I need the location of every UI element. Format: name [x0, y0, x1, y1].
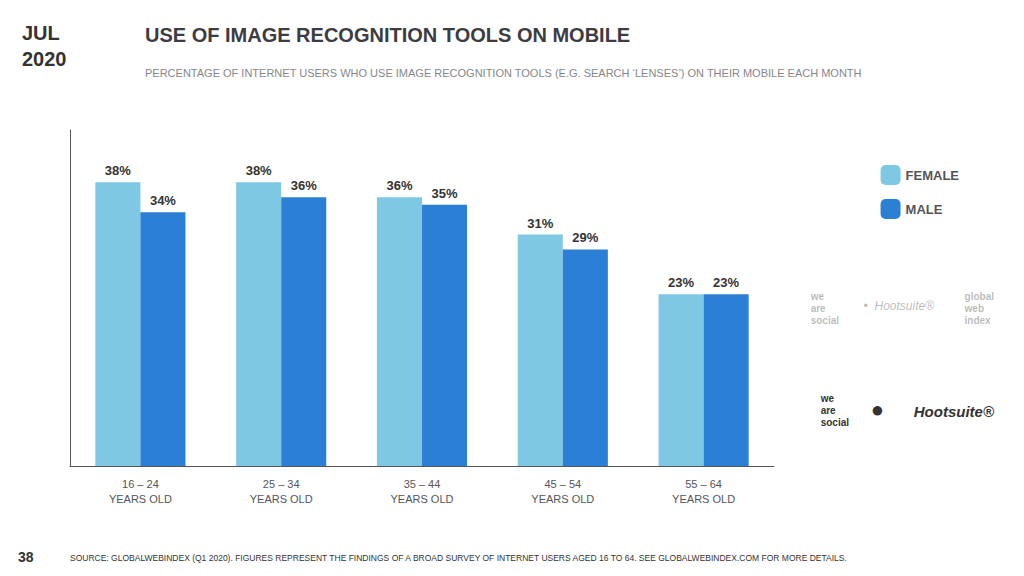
- svg-text:55 – 64: 55 – 64: [685, 478, 722, 490]
- svg-text:45 – 54: 45 – 54: [544, 478, 581, 490]
- svg-text:38%: 38%: [105, 163, 131, 178]
- svg-text:we: we: [810, 291, 825, 302]
- svg-text:38: 38: [18, 549, 34, 565]
- svg-text:YEARS OLD: YEARS OLD: [672, 493, 735, 505]
- svg-text:global: global: [965, 291, 995, 302]
- svg-text:23%: 23%: [713, 275, 739, 290]
- svg-text:23%: 23%: [668, 275, 694, 290]
- svg-text:social: social: [821, 417, 850, 428]
- svg-text:36%: 36%: [291, 178, 317, 193]
- svg-text:●: ●: [871, 397, 884, 422]
- svg-text:are: are: [821, 405, 836, 416]
- svg-text:YEARS OLD: YEARS OLD: [391, 493, 454, 505]
- svg-text:YEARS OLD: YEARS OLD: [250, 493, 313, 505]
- svg-text:YEARS OLD: YEARS OLD: [531, 493, 594, 505]
- svg-text:PERCENTAGE OF INTERNET USERS W: PERCENTAGE OF INTERNET USERS WHO USE IMA…: [145, 67, 862, 79]
- svg-text:35%: 35%: [432, 186, 458, 201]
- svg-text:we: we: [820, 393, 835, 404]
- svg-text:38%: 38%: [246, 163, 272, 178]
- svg-text:35 – 44: 35 – 44: [404, 478, 441, 490]
- svg-text:36%: 36%: [386, 178, 412, 193]
- svg-text:16 – 24: 16 – 24: [122, 478, 159, 490]
- svg-text:USE OF IMAGE RECOGNITION TOOLS: USE OF IMAGE RECOGNITION TOOLS ON MOBILE: [145, 24, 630, 46]
- svg-text:29%: 29%: [572, 230, 598, 245]
- svg-text:MALE: MALE: [906, 202, 943, 217]
- svg-text:FEMALE: FEMALE: [906, 168, 960, 183]
- svg-text:2020: 2020: [22, 48, 67, 70]
- svg-text:web: web: [964, 303, 984, 314]
- svg-text:• Hootsuite®: • Hootsuite®: [864, 299, 935, 313]
- svg-text:JUL: JUL: [22, 22, 60, 44]
- svg-text:34%: 34%: [150, 193, 176, 208]
- svg-text:Hootsuite®: Hootsuite®: [914, 403, 995, 420]
- svg-text:31%: 31%: [527, 216, 553, 231]
- svg-text:25 – 34: 25 – 34: [263, 478, 300, 490]
- svg-text:YEARS OLD: YEARS OLD: [109, 493, 172, 505]
- svg-text:social: social: [811, 315, 840, 326]
- svg-text:are: are: [811, 303, 826, 314]
- svg-text:index: index: [965, 315, 992, 326]
- svg-text:SOURCE: GLOBALWEBINDEX (Q1 202: SOURCE: GLOBALWEBINDEX (Q1 2020). FIGURE…: [70, 553, 847, 563]
